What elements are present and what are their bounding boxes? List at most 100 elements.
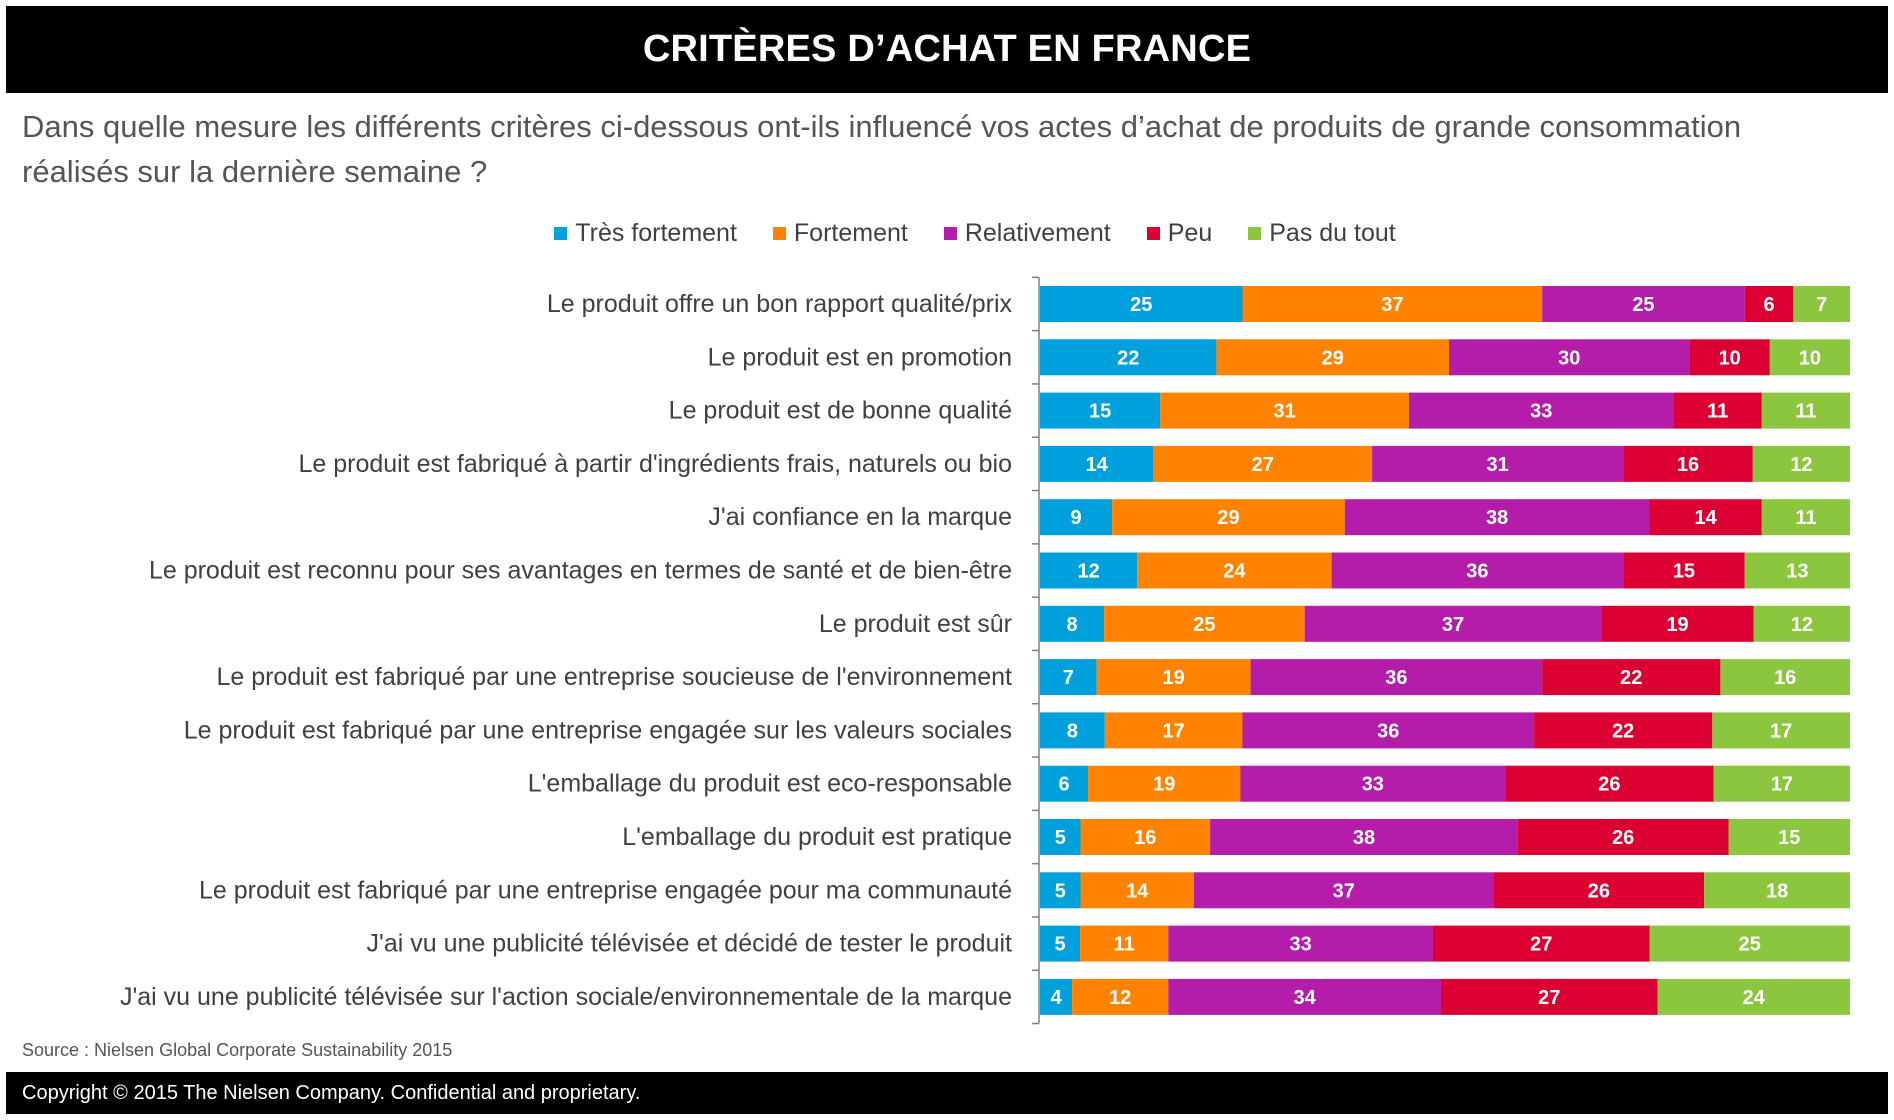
- category-label: Le produit offre un bon rapport qualité/…: [547, 290, 1013, 318]
- bar-segment: [1408, 392, 1674, 429]
- data-label: 5: [1055, 880, 1066, 902]
- bar-segment: [1072, 978, 1169, 1015]
- chart-title: CRITÈRES D’ACHAT EN FRANCE: [6, 6, 1888, 93]
- legend-label: Peu: [1167, 218, 1213, 247]
- bar-segment: [1153, 445, 1373, 482]
- bar-segment: [1761, 499, 1850, 536]
- bar-segment: [1752, 445, 1850, 482]
- data-label: 16: [1677, 454, 1699, 476]
- bar-segment: [1040, 712, 1105, 749]
- bar-segment: [1534, 712, 1713, 749]
- data-label: 37: [1381, 294, 1403, 316]
- data-label: 22: [1612, 720, 1634, 742]
- legend-label: Fortement: [793, 218, 908, 247]
- bar-segment: [1744, 286, 1794, 322]
- bar-segment: [1104, 712, 1243, 749]
- bar-segment: [1720, 659, 1850, 696]
- data-label: 25: [1193, 614, 1215, 636]
- bar-segment: [1040, 552, 1138, 589]
- bar-segment: [1304, 605, 1602, 642]
- data-label: 22: [1620, 667, 1642, 689]
- bar-segment: [1040, 872, 1081, 909]
- data-label: 38: [1486, 507, 1508, 529]
- data-label: 25: [1130, 294, 1152, 316]
- bar-segment: [1689, 339, 1770, 376]
- category-label: Le produit est sûr: [819, 610, 1012, 638]
- bar-segment: [1040, 499, 1113, 536]
- data-label: 7: [1816, 294, 1827, 316]
- data-label: 30: [1558, 347, 1580, 369]
- bar-segment: [1704, 872, 1850, 909]
- bar-segment: [1542, 286, 1745, 322]
- bar-segment: [1080, 872, 1194, 909]
- legend-swatch: [554, 226, 568, 240]
- data-label: 6: [1058, 774, 1069, 796]
- bar-segment: [1744, 552, 1850, 589]
- data-label: 26: [1612, 827, 1634, 849]
- data-label: 15: [1089, 401, 1111, 423]
- data-label: 26: [1598, 774, 1620, 796]
- data-label: 37: [1333, 880, 1355, 902]
- bar-segment: [1193, 872, 1494, 909]
- data-label: 19: [1163, 667, 1185, 689]
- data-label: 15: [1673, 561, 1695, 583]
- data-label: 14: [1126, 880, 1149, 902]
- bar-segment: [1649, 925, 1850, 962]
- bar-segment: [1728, 819, 1850, 855]
- category-label: Le produit est fabriqué par une entrepri…: [199, 876, 1012, 904]
- category-label: Le produit est fabriqué par une entrepri…: [184, 716, 1012, 744]
- bar-segment: [1331, 552, 1624, 589]
- bar-segment: [1432, 925, 1650, 962]
- data-label: 5: [1055, 827, 1066, 849]
- data-label: 4: [1050, 987, 1062, 1009]
- legend-swatch: [1146, 226, 1160, 240]
- bar-segment: [1713, 765, 1850, 802]
- data-label: 37: [1442, 614, 1464, 636]
- data-label: 29: [1217, 507, 1239, 529]
- data-label: 31: [1273, 401, 1295, 423]
- legend-item: Peu: [1146, 218, 1213, 248]
- copyright-bar: Copyright © 2015 The Nielsen Company. Co…: [6, 1072, 1888, 1114]
- data-label: 11: [1795, 401, 1816, 423]
- legend: Très fortement Fortement Relativement Peu Pa…: [0, 218, 1894, 248]
- bar-segment: [1080, 819, 1211, 855]
- data-label: 18: [1766, 880, 1788, 902]
- legend-label: Relativement: [964, 218, 1111, 247]
- data-label: 25: [1632, 294, 1654, 316]
- data-label: 24: [1743, 987, 1766, 1009]
- bar-segment: [1137, 552, 1332, 589]
- data-label: 27: [1530, 934, 1552, 956]
- data-label: 8: [1067, 614, 1078, 636]
- category-label: J'ai confiance en la marque: [708, 503, 1012, 531]
- copyright-text: Copyright © 2015 The Nielsen Company. Co…: [22, 1081, 641, 1104]
- data-label: 19: [1153, 774, 1175, 796]
- bar-segment: [1793, 286, 1850, 322]
- legend-item: Relativement: [943, 218, 1111, 248]
- bar-segment: [1040, 765, 1089, 802]
- bar-segment: [1104, 605, 1305, 642]
- stacked-bar-chart: Le produit offre un bon rapport qualité/…: [120, 276, 1850, 1025]
- data-label: 24: [1223, 561, 1246, 583]
- data-label: 6: [1763, 294, 1774, 316]
- bar-segment: [1080, 925, 1169, 962]
- data-label: 27: [1252, 454, 1274, 476]
- bar-segment: [1517, 819, 1729, 855]
- data-label: 33: [1290, 934, 1312, 956]
- data-label: 22: [1117, 347, 1139, 369]
- data-label: 8: [1067, 720, 1078, 742]
- data-label: 36: [1466, 561, 1488, 583]
- bar-segment: [1601, 605, 1754, 642]
- category-label: L'emballage du produit est eco-responsab…: [528, 770, 1012, 798]
- bar-segment: [1769, 339, 1850, 376]
- category-label: Le produit est fabriqué par une entrepri…: [216, 663, 1012, 691]
- legend-item: Fortement: [772, 218, 908, 248]
- bar-segment: [1210, 819, 1518, 855]
- data-label: 11: [1707, 401, 1728, 423]
- data-label: 14: [1695, 507, 1718, 529]
- bar-segment: [1623, 552, 1745, 589]
- data-label: 15: [1778, 827, 1800, 849]
- data-label: 27: [1538, 987, 1560, 1009]
- data-label: 31: [1487, 454, 1509, 476]
- source-note: Source : Nielsen Global Corporate Sustai…: [22, 1040, 453, 1060]
- bar-segment: [1040, 925, 1081, 962]
